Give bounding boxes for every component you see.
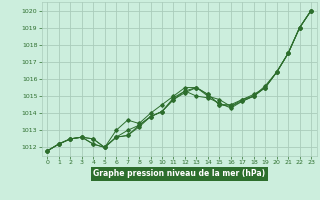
X-axis label: Graphe pression niveau de la mer (hPa): Graphe pression niveau de la mer (hPa) (93, 169, 265, 178)
